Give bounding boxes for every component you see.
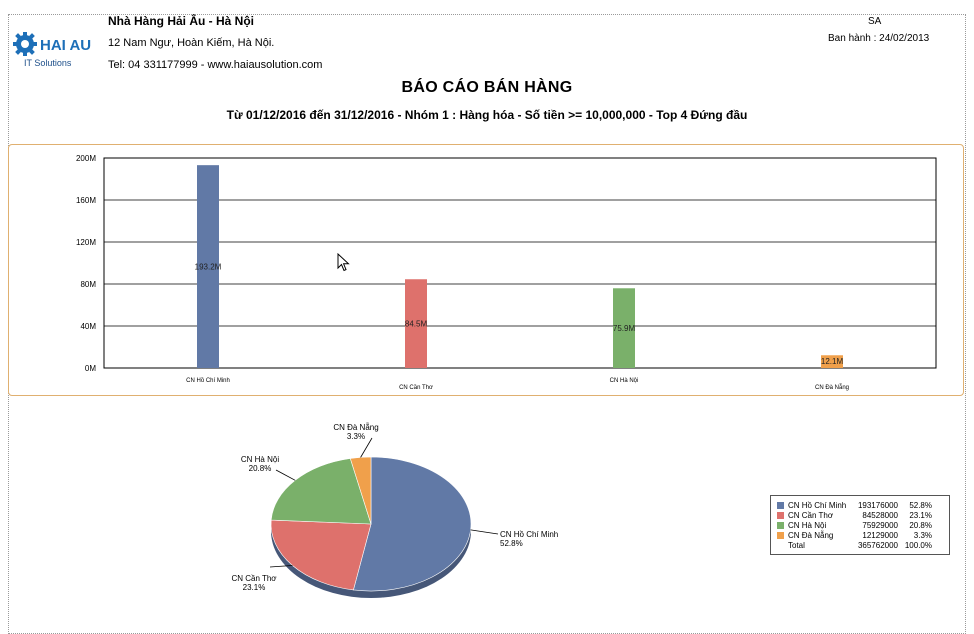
legend-row: CN Cần Thơ 84528000 23.1% <box>777 510 945 520</box>
mouse-cursor-icon <box>337 253 350 272</box>
issue-date: Ban hành : 24/02/2013 <box>828 33 930 44</box>
bar-chart: 0M 40M 80M 120M 160M 200M 193.2M CN Hồ Chí Minh… <box>76 154 937 391</box>
legend-pct: 52.8% <box>909 500 932 510</box>
legend-pct: 20.8% <box>909 520 932 530</box>
pie-slice-percent: 3.3% <box>347 432 365 441</box>
pie-slice-percent: 23.1% <box>243 583 266 592</box>
report-title: BÁO CÁO BÁN HÀNG <box>401 79 573 96</box>
pie-slice-percent: 20.8% <box>249 464 272 473</box>
legend-name: CN Hồ Chí Minh <box>788 500 847 510</box>
legend-swatch <box>777 501 784 509</box>
gear-icon <box>13 32 37 56</box>
pie-slice-percent: 52.8% <box>500 539 523 548</box>
pie-leader-line <box>360 437 373 458</box>
legend-row: CN Hà Nội 75929000 20.8% <box>777 520 945 530</box>
bar-chart-frame <box>8 144 964 396</box>
x-category-label: CN Cần Thơ <box>399 385 433 391</box>
legend-pct: 23.1% <box>909 510 932 520</box>
legend-val: 193176000 <box>857 500 898 510</box>
pie-slice <box>270 458 372 525</box>
company-name: Nhà Hàng Hải Âu - Hà Nội <box>108 14 255 28</box>
legend-pct: 3.3% <box>913 530 932 540</box>
legend-swatch <box>777 542 784 549</box>
legend-name: CN Hà Nội <box>788 520 827 530</box>
pie-leader-line <box>269 565 293 568</box>
legend-swatch <box>777 511 784 519</box>
y-tick-label: 200M <box>76 154 96 163</box>
plot-area <box>103 157 937 369</box>
y-tick-label: 40M <box>80 322 96 331</box>
y-tick-label: 0M <box>85 364 96 373</box>
company-address: 12 Nam Ngư, Hoàn Kiếm, Hà Nội. <box>108 37 275 49</box>
bar <box>197 165 219 368</box>
pie-slice <box>353 456 472 592</box>
bar <box>821 355 843 368</box>
legend-name: CN Cần Thơ <box>788 510 834 520</box>
pie-leader-line <box>275 469 296 481</box>
bar <box>613 288 635 368</box>
legend-swatch <box>777 521 784 529</box>
bar <box>405 279 427 368</box>
legend-val: 75929000 <box>862 520 898 530</box>
bar-data-label: 84.5M <box>405 320 428 329</box>
legend-val: 12129000 <box>862 530 898 540</box>
pie-slice <box>270 519 372 591</box>
pie-legend: CN Hồ Chí Minh 193176000 52.8% CN Cần Thơ 84… <box>770 495 950 555</box>
x-category-label: CN Hà Nội <box>610 378 639 384</box>
pie-slice-label: CN Cần Thơ <box>231 574 277 583</box>
pie-leader-line <box>470 529 499 535</box>
user-code: SA <box>868 16 882 27</box>
company-contact: Tel: 04 331177999 - www.haiausolution.co… <box>108 59 323 71</box>
logo-text: HAI AU <box>40 37 91 54</box>
legend-val: 84528000 <box>862 510 898 520</box>
legend-pct: 100.0% <box>904 540 932 550</box>
y-tick-label: 160M <box>76 196 96 205</box>
legend-name: Total <box>788 540 805 550</box>
x-category-label: CN Đà Nẵng <box>815 384 849 391</box>
legend-name: CN Đà Nẵng <box>788 530 834 540</box>
bar-data-label: 75.9M <box>613 324 636 333</box>
pie-slice-label: CN Đà Nẵng <box>333 423 378 432</box>
pie-slice-label: CN Hồ Chí Minh <box>500 530 558 539</box>
legend-total-row: Total 365762000 100.0% <box>777 540 945 550</box>
y-tick-label: 80M <box>80 280 96 289</box>
legend-row: CN Đà Nẵng 12129000 3.3% <box>777 530 945 540</box>
pie-slice-label: CN Hà Nội <box>241 455 279 464</box>
x-category-label: CN Hồ Chí Minh <box>186 378 230 384</box>
report-subtitle: Từ 01/12/2016 đến 31/12/2016 - Nhóm 1 : … <box>226 108 748 122</box>
legend-row: CN Hồ Chí Minh 193176000 52.8% <box>777 500 945 510</box>
bar-data-label: 193.2M <box>195 263 222 272</box>
logo-subtext: IT Solutions <box>24 58 72 68</box>
legend-swatch <box>777 531 784 539</box>
legend-val: 365762000 <box>857 540 898 550</box>
company-logo: HAI AU IT Solutions <box>13 32 91 68</box>
y-tick-label: 120M <box>76 238 96 247</box>
bar-data-label: 12.1M <box>821 357 844 366</box>
